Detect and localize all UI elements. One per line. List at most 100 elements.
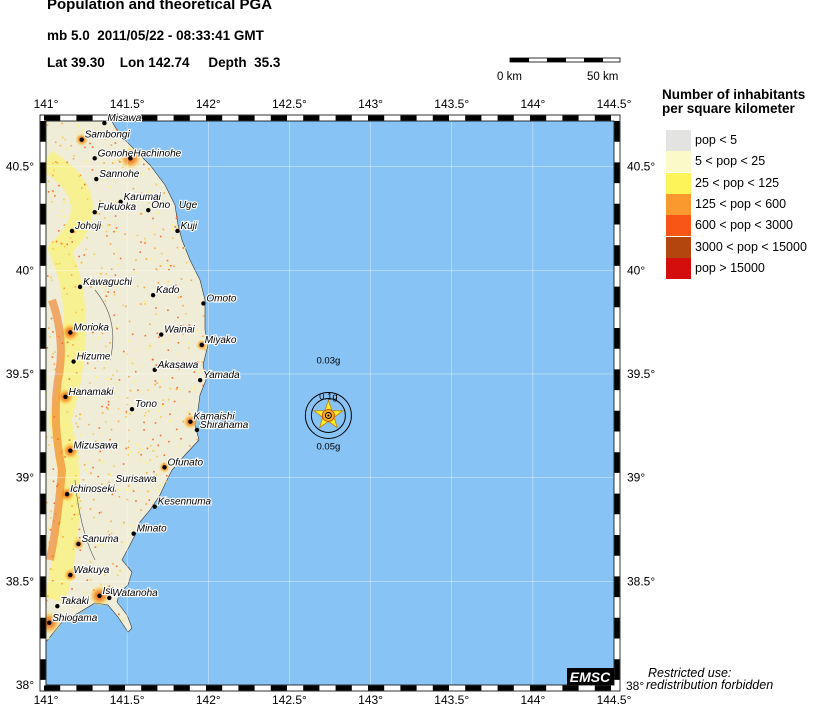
- city-label: Tono: [135, 399, 157, 410]
- lon-tick-label: 142.5°: [272, 693, 307, 707]
- city-marker: Ichinoseki: [64, 483, 116, 497]
- city-dot: [199, 342, 204, 348]
- city-marker: Uge: [178, 199, 199, 212]
- city-dot: [76, 541, 81, 547]
- city-marker: Shirahama: [194, 419, 250, 433]
- lon-tick-label: 143°: [358, 97, 383, 111]
- city-marker: Johoji: [69, 220, 103, 234]
- city-label: Kado: [156, 285, 180, 296]
- lat-tick-label: 40°: [16, 263, 34, 277]
- city-label: Akasawa: [157, 360, 199, 371]
- city-label: Surisawa: [116, 474, 158, 485]
- legend-item: 600 < pop < 3000: [666, 215, 821, 237]
- city-label: Kesennuma: [158, 497, 212, 508]
- legend-swatch: [666, 215, 691, 237]
- city-marker: Kesennuma: [152, 496, 213, 509]
- city-marker: Hanamaki: [63, 386, 115, 399]
- lon-tick-label: 142.5°: [272, 97, 307, 111]
- lat-tick-label: 38°: [626, 679, 644, 693]
- city-marker: Ist: [97, 585, 115, 599]
- city-label: Ist: [103, 586, 115, 597]
- lat-tick-label: 38.5°: [6, 574, 34, 588]
- city-dot: [68, 572, 73, 578]
- city-label: Sanuma: [81, 534, 119, 545]
- city-label: Yamada: [203, 370, 240, 381]
- lat-tick-label: 40.5°: [627, 160, 655, 174]
- event-location: Lat 39.30 Lon 142.74 Depth 35.3: [47, 55, 281, 70]
- legend-swatch: [666, 193, 691, 215]
- city-label: Wainai: [164, 325, 195, 336]
- lat-tick-label: 40.5°: [6, 160, 34, 174]
- lat-tick-label: 39°: [16, 471, 34, 485]
- city-marker: Kamaishi: [188, 411, 236, 424]
- legend-label: 125 < pop < 600: [695, 196, 787, 211]
- city-marker: Sambongi: [79, 129, 132, 142]
- city-dot: [146, 207, 151, 213]
- legend-label: 3000 < pop < 15000: [695, 239, 807, 254]
- city-marker: Shiogama: [47, 612, 99, 625]
- city-label: Mizusawa: [73, 441, 118, 452]
- city-dot: [188, 419, 193, 424]
- city-marker: Omoto: [201, 292, 238, 306]
- city-marker: Tono: [129, 398, 158, 412]
- city-dot: [92, 210, 97, 215]
- lat-tick-label: 39.5°: [6, 367, 34, 381]
- city-marker: Ofunato: [162, 456, 205, 470]
- city-dot: [152, 504, 157, 509]
- lon-tick-label: 141°: [34, 97, 59, 111]
- city-label: Sannohe: [99, 169, 139, 180]
- city-dot: [47, 620, 52, 625]
- lon-tick-label: 141°: [34, 693, 59, 707]
- usage-notice: Restricted use: redistribution forbidden: [646, 666, 773, 692]
- city-dot: [79, 137, 84, 142]
- city-label: Shirahama: [200, 420, 249, 431]
- legend-item: 3000 < pop < 15000: [666, 236, 821, 258]
- lon-tick-label: 142°: [196, 97, 221, 111]
- city-dot: [97, 593, 102, 599]
- city-label: Uge: [179, 200, 198, 211]
- pga-label-bottom: 0.05g: [316, 441, 340, 452]
- city-marker: Watanoha: [107, 587, 159, 601]
- city-dot: [131, 531, 136, 536]
- city-label: Omoto: [206, 293, 236, 304]
- pga-contour-0.05g: [304, 391, 352, 439]
- city-dot: [68, 448, 73, 453]
- legend-swatch: [666, 257, 691, 279]
- pga-label-top: 0.03g: [316, 355, 340, 366]
- pga-label-inner: 0.1g: [319, 391, 338, 402]
- city-marker: Miyako: [199, 334, 238, 348]
- usage-notice-line1: Restricted use:: [648, 666, 732, 680]
- city-label: Hanamaki: [68, 387, 114, 398]
- city-label: Johoji: [74, 221, 102, 232]
- city-label: Kamaishi: [193, 412, 235, 423]
- city-marker: Wakuya: [68, 564, 111, 578]
- city-marker: Kado: [150, 284, 181, 298]
- city-marker: Sanuma: [76, 533, 120, 547]
- city-dot: [118, 199, 123, 205]
- city-marker: Fukuoka: [92, 201, 138, 215]
- city-dot: [107, 595, 112, 601]
- map-frame: [39, 114, 621, 692]
- city-marker: Misawa: [102, 112, 143, 126]
- city-label: Minato: [137, 524, 167, 535]
- city-label: Gonohe: [98, 148, 134, 159]
- legend-item: 125 < pop < 600: [666, 193, 821, 215]
- legend-item: pop < 5: [666, 130, 821, 151]
- city-marker: Sannohe: [94, 168, 141, 182]
- legend-label: 600 < pop < 3000: [695, 218, 794, 233]
- lon-tick-label: 143.5°: [434, 693, 469, 707]
- lon-tick-label: 143°: [358, 693, 383, 707]
- city-marker: Kuji: [175, 220, 199, 234]
- city-label: Karumai: [124, 192, 162, 203]
- lon-tick-label: 143.5°: [434, 97, 469, 111]
- city-dot: [68, 330, 73, 335]
- legend-item: 5 < pop < 25: [666, 151, 821, 173]
- city-dot: [129, 407, 135, 412]
- legend-title: Number of inhabitants per square kilomet…: [662, 88, 805, 116]
- city-marker: Minato: [131, 523, 168, 536]
- city-marker: Surisawa: [114, 473, 158, 486]
- legend-swatch: [666, 172, 691, 194]
- city-label: Morioka: [73, 323, 109, 334]
- city-marker: Mizusawa: [68, 440, 119, 453]
